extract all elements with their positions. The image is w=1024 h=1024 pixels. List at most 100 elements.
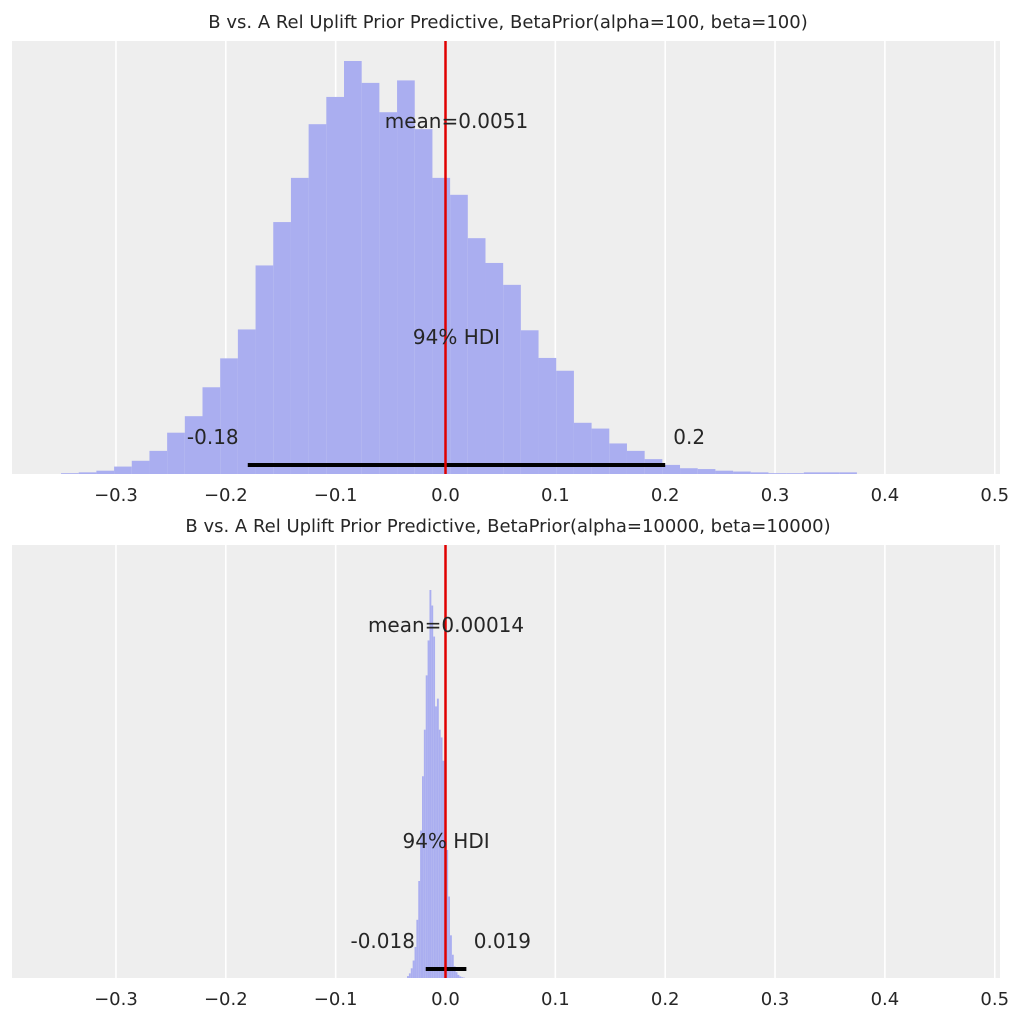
hdi-low-label: -0.18 xyxy=(187,425,239,449)
histogram-bar xyxy=(237,329,256,474)
histogram-bar xyxy=(379,112,398,474)
histogram-bar xyxy=(436,698,439,978)
x-tick-label: −0.1 xyxy=(314,989,358,1010)
histogram-bar xyxy=(421,776,424,978)
histogram-bar xyxy=(538,357,557,474)
x-tick-label: 0.2 xyxy=(651,989,680,1010)
histogram-bar xyxy=(343,61,362,474)
histogram-bar xyxy=(308,124,327,475)
histogram-bar xyxy=(453,966,456,978)
histogram-bar xyxy=(361,82,380,474)
histogram-bar xyxy=(451,954,454,978)
x-tick-label: −0.2 xyxy=(204,485,248,506)
histogram-bar xyxy=(408,973,411,978)
histogram-bar xyxy=(273,222,291,474)
histogram-bar xyxy=(429,590,432,978)
histogram-bar xyxy=(715,470,734,474)
x-tick-label: 0.2 xyxy=(651,485,680,506)
histogram-bar xyxy=(440,737,443,978)
hdi-high-label: 0.2 xyxy=(673,425,705,449)
hdi-label: 94% HDI xyxy=(402,829,489,853)
histogram-bar xyxy=(114,466,132,474)
x-tick-label: 0.5 xyxy=(980,485,1009,506)
histogram-bar xyxy=(423,729,426,978)
histogram-bar xyxy=(96,470,115,474)
x-tick-label: 0.0 xyxy=(431,989,460,1010)
histogram-bar xyxy=(733,471,751,474)
x-tick-label: 0.4 xyxy=(871,485,900,506)
histogram-bar xyxy=(609,443,627,474)
histogram-bar xyxy=(750,472,769,474)
x-tick-label: −0.1 xyxy=(314,485,358,506)
histogram-bar xyxy=(448,896,451,978)
histogram-bar xyxy=(255,265,274,474)
hdi-high-label: 0.019 xyxy=(474,929,531,953)
x-tick-label: 0.5 xyxy=(980,989,1009,1010)
histogram-bar xyxy=(503,284,521,474)
histogram-bar xyxy=(167,432,185,474)
histogram-bar xyxy=(485,262,504,474)
histogram-bar xyxy=(591,428,610,474)
histogram-bar xyxy=(461,977,464,978)
histogram-bar xyxy=(414,129,433,474)
x-tick-label: −0.3 xyxy=(94,485,138,506)
histogram-bar xyxy=(220,358,238,474)
histogram-bar xyxy=(455,972,458,978)
histogram-bar xyxy=(326,96,344,474)
x-tick-label: 0.1 xyxy=(541,989,570,1010)
histogram-bar xyxy=(446,849,449,978)
histogram-bar xyxy=(420,830,422,978)
mean-label: mean=0.00014 xyxy=(368,613,524,637)
histogram-bar xyxy=(786,473,804,474)
histogram-bar xyxy=(803,472,822,474)
histogram-bar xyxy=(149,450,168,474)
histogram-bar xyxy=(556,370,574,474)
histogram-bar xyxy=(573,422,592,474)
histogram-bar xyxy=(839,472,857,474)
histogram-bar xyxy=(438,729,441,978)
x-tick-label: −0.3 xyxy=(94,989,138,1010)
mean-label: mean=0.0051 xyxy=(385,109,528,133)
plot-area-background xyxy=(12,545,1000,978)
histogram-bar xyxy=(450,935,452,978)
histogram-bar xyxy=(520,330,539,474)
histogram-bar xyxy=(768,473,787,474)
x-tick-label: 0.0 xyxy=(431,485,460,506)
histogram-bar xyxy=(418,881,421,978)
histogram-bar xyxy=(662,464,681,474)
panel-bottom: B vs. A Rel Uplift Prior Predictive, Bet… xyxy=(12,516,1009,1010)
x-tick-labels: −0.3 −0.2 −0.1 0.0 0.1 0.2 0.3 0.4 0.5 xyxy=(94,989,1009,1010)
histogram-bar xyxy=(290,177,309,474)
x-tick-label: 0.1 xyxy=(541,485,570,506)
histogram-bar xyxy=(427,640,430,978)
histogram-bar xyxy=(131,460,150,474)
histogram-bar xyxy=(431,605,434,978)
x-tick-label: 0.3 xyxy=(761,989,790,1010)
histogram-bar xyxy=(412,960,415,978)
histogram-bar xyxy=(450,194,468,474)
histogram-bar xyxy=(202,387,221,474)
hdi-label: 94% HDI xyxy=(413,325,500,349)
histogram-bar xyxy=(397,80,415,474)
histogram-bar xyxy=(407,976,409,978)
histogram-bar xyxy=(78,472,97,474)
histogram-bar xyxy=(184,416,203,474)
histogram-bars xyxy=(407,590,465,978)
histogram-bar xyxy=(414,946,417,978)
histogram-bar xyxy=(416,919,419,978)
histogram-bar xyxy=(680,468,698,474)
hdi-low-label: -0.018 xyxy=(350,929,414,953)
histogram-bar xyxy=(457,974,460,978)
panel-title: B vs. A Rel Uplift Prior Predictive, Bet… xyxy=(185,516,830,537)
histogram-bar xyxy=(433,636,436,978)
x-tick-label: 0.4 xyxy=(871,989,900,1010)
panel-title: B vs. A Rel Uplift Prior Predictive, Bet… xyxy=(208,12,807,33)
x-tick-label: −0.2 xyxy=(204,989,248,1010)
x-tick-labels: −0.3 −0.2 −0.1 0.0 0.1 0.2 0.3 0.4 0.5 xyxy=(94,485,1009,506)
histogram-bar xyxy=(435,706,437,978)
histogram-bar xyxy=(61,473,79,474)
histogram-bar xyxy=(467,238,486,474)
histogram-bar xyxy=(459,976,462,978)
histogram-bar xyxy=(442,760,445,978)
